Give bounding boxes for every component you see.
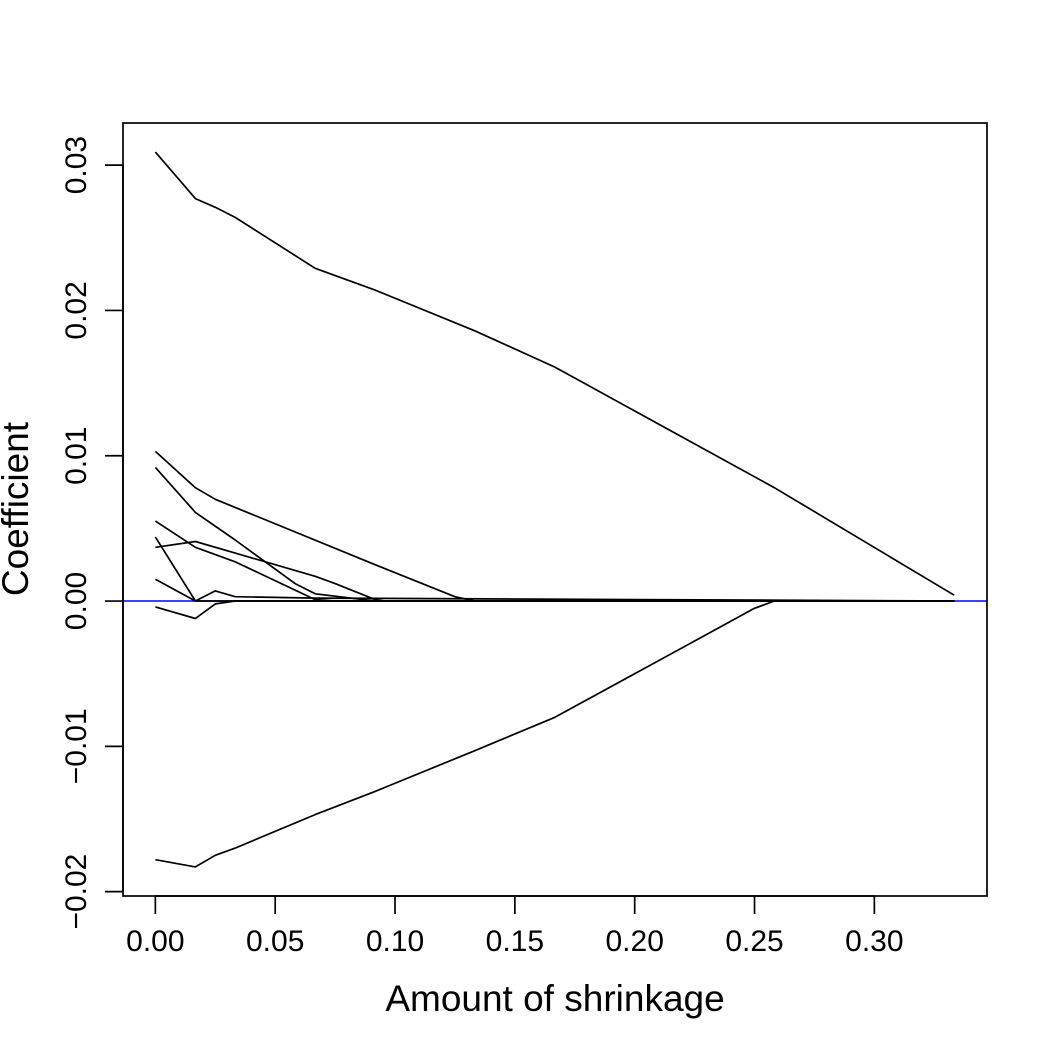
x-axis-title: Amount of shrinkage xyxy=(385,978,724,1019)
x-tick-label: 0.00 xyxy=(126,925,184,958)
y-tick-label: 0.03 xyxy=(60,136,93,194)
y-tick-label: −0.02 xyxy=(60,854,93,930)
x-tick-label: 0.30 xyxy=(845,925,903,958)
y-axis: −0.02 −0.01 0.00 0.01 0.02 0.03 xyxy=(60,136,124,930)
coefficient-path-7 xyxy=(154,578,955,602)
x-tick-label: 0.05 xyxy=(246,925,304,958)
y-tick-label: 0.00 xyxy=(60,572,93,630)
coefficient-path-9 xyxy=(155,600,955,868)
coefficient-path-5 xyxy=(155,540,955,602)
coefficient-path-2 xyxy=(154,450,955,602)
x-tick-label: 0.15 xyxy=(486,925,544,958)
x-axis: 0.00 0.05 0.10 0.15 0.20 0.25 0.30 xyxy=(126,895,904,958)
y-axis-title: Coefficient xyxy=(0,421,36,596)
coefficient-path-4 xyxy=(154,520,955,602)
coefficient-path-8 xyxy=(155,600,955,620)
x-tick-label: 0.20 xyxy=(605,925,663,958)
coefficient-path-1 xyxy=(154,151,955,596)
x-tick-label: 0.25 xyxy=(725,925,783,958)
plot-frame xyxy=(122,122,988,897)
y-tick-label: 0.01 xyxy=(60,427,93,485)
y-tick-label: 0.02 xyxy=(60,281,93,339)
series-layer xyxy=(154,151,955,868)
y-tick-label: −0.01 xyxy=(60,708,93,784)
x-tick-label: 0.10 xyxy=(366,925,424,958)
